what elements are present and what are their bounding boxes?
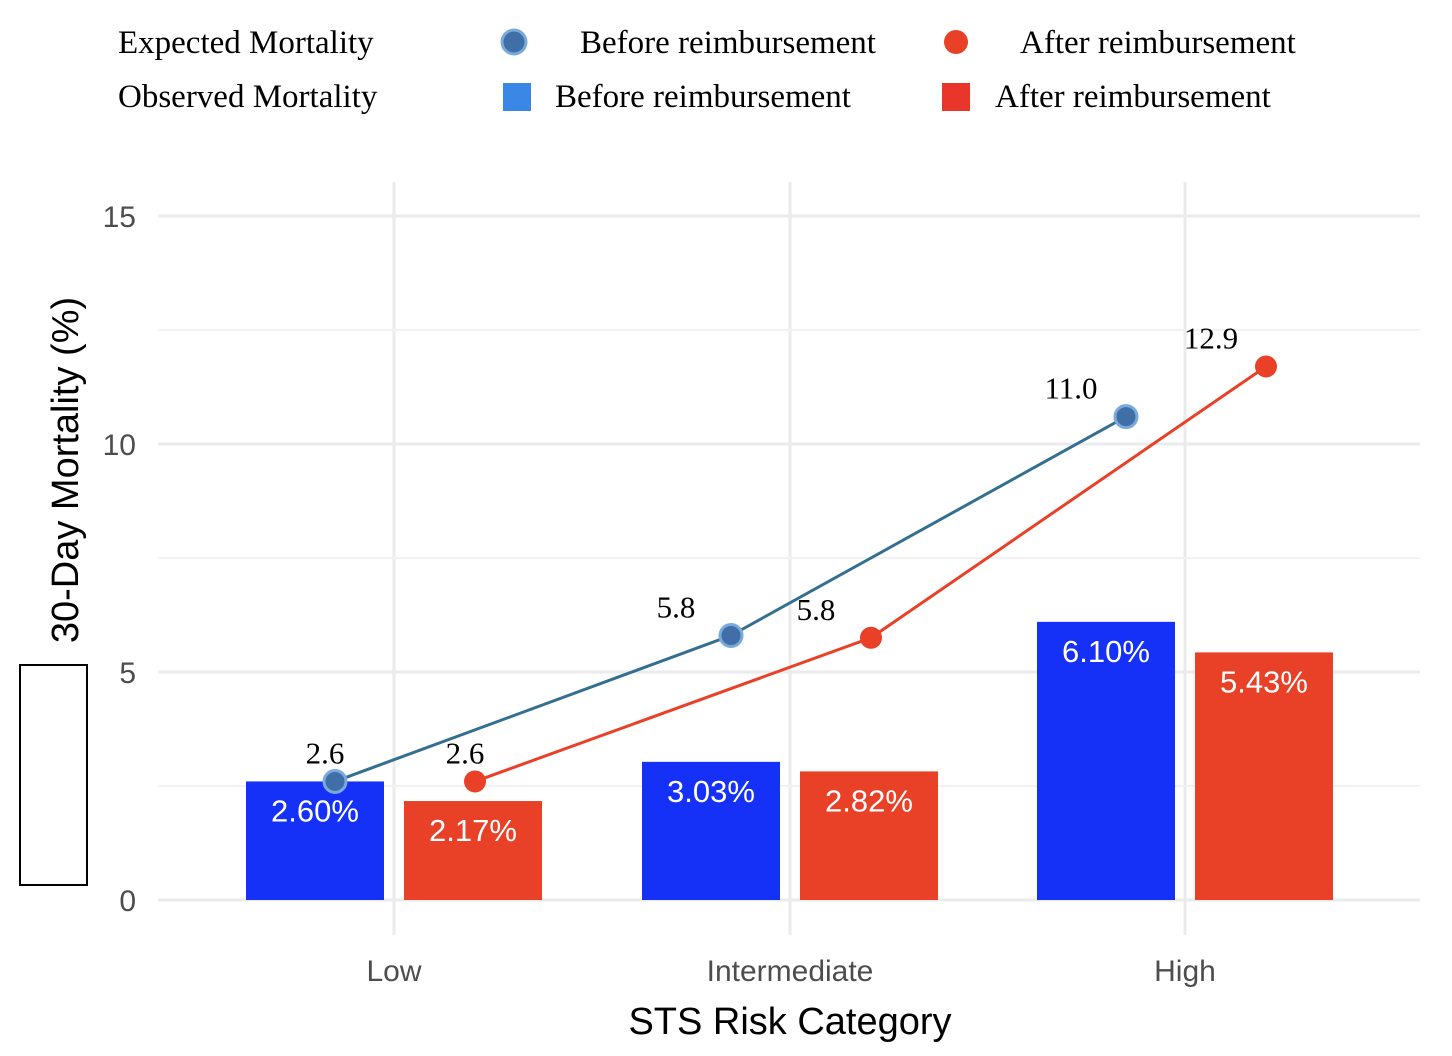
x-axis-ticks: Low Intermediate High: [366, 955, 1215, 988]
x-tick-label: High: [1154, 955, 1216, 988]
y-tick-label: 0: [119, 885, 136, 918]
data-point: [718, 623, 744, 649]
legend-item-label: After reimbursement: [995, 79, 1271, 115]
data-point: [1113, 404, 1139, 430]
point-label: 2.6: [306, 735, 345, 770]
data-point: [322, 768, 348, 794]
point-label: 11.0: [1044, 371, 1097, 406]
legend-circle-icon: [500, 28, 528, 56]
legend: Expected Mortality Before reimbursement Af…: [118, 25, 1296, 115]
y-tick-label: 15: [103, 201, 136, 234]
y-axis-ticks: 0 5 10 15: [103, 201, 136, 918]
point-label: 2.6: [446, 735, 485, 770]
x-tick-label: Intermediate: [707, 955, 874, 988]
bar: [800, 771, 938, 900]
data-point: [1255, 355, 1277, 378]
series-line: [334, 415, 1127, 783]
data-point: [464, 770, 486, 793]
bar-label: 6.10%: [1062, 634, 1150, 669]
bar-label: 2.82%: [825, 783, 913, 818]
y-axis-title: 30-Day Mortality (%): [45, 297, 87, 643]
bar: [1195, 652, 1333, 900]
x-axis-title: STS Risk Category: [628, 1001, 951, 1043]
point-label: 5.8: [797, 592, 836, 627]
legend-item-label: After reimbursement: [1020, 25, 1296, 61]
legend-item-label: Before reimbursement: [555, 79, 851, 115]
legend-item-label: Before reimbursement: [580, 25, 876, 61]
bar: [1037, 621, 1175, 900]
legend-row-title: Expected Mortality: [118, 25, 374, 61]
legend-square-icon: [503, 83, 531, 111]
point-label: 12.9: [1184, 320, 1238, 355]
annotation-box: [19, 664, 88, 886]
bar-label: 2.60%: [271, 793, 359, 828]
legend-square-icon: [942, 83, 970, 111]
bars: [246, 621, 1333, 900]
data-labels: 2.60% 3.03% 6.10% 2.17% 2.82% 5.43% 2.6 5.8 11.0…: [271, 320, 1308, 848]
bar-label: 5.43%: [1220, 664, 1308, 699]
y-tick-label: 10: [103, 429, 136, 462]
bar: [246, 781, 384, 900]
point-label: 5.8: [657, 590, 696, 625]
x-tick-label: Low: [366, 955, 421, 988]
data-point: [860, 626, 882, 649]
y-tick-label: 5: [119, 657, 136, 690]
legend-circle-icon: [944, 30, 968, 54]
bar: [642, 761, 780, 900]
bar-label: 3.03%: [667, 774, 755, 809]
points: [322, 355, 1277, 794]
bar: [404, 801, 542, 900]
bar-label: 2.17%: [429, 813, 517, 848]
legend-row-title: Observed Mortality: [118, 79, 378, 115]
